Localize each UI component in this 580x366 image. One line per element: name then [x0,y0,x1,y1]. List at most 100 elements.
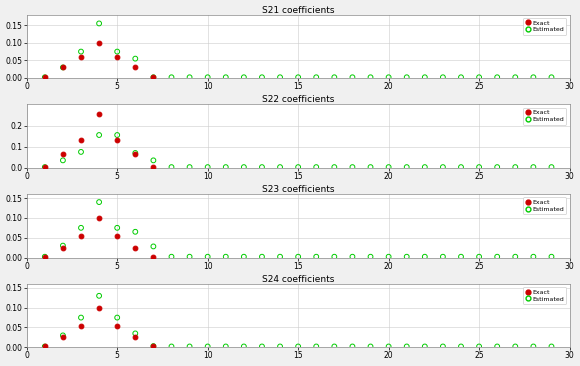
Point [438,344,448,350]
Point [95,132,104,138]
Point [203,164,212,170]
Point [113,137,122,143]
Point [366,164,375,170]
Point [95,305,104,311]
Point [366,344,375,350]
Point [130,245,140,251]
Point [77,149,86,155]
Point [77,137,86,143]
Point [276,344,285,350]
Point [329,164,339,170]
Point [58,64,67,70]
Point [40,74,49,80]
Point [276,254,285,259]
Point [258,344,267,350]
Point [203,74,212,80]
Point [474,254,484,259]
Point [474,344,484,350]
Point [329,344,339,350]
Point [113,315,122,321]
Point [167,164,176,170]
Point [547,254,556,259]
Point [95,20,104,26]
Point [258,164,267,170]
Title: S23 coefficients: S23 coefficients [262,185,335,194]
Point [185,164,194,170]
Point [58,335,67,340]
Point [221,254,230,259]
Point [113,54,122,60]
Point [366,254,375,259]
Point [167,344,176,350]
Point [130,56,140,61]
Point [40,254,49,259]
Point [203,254,212,259]
Point [203,344,212,350]
Point [348,164,357,170]
Point [113,322,122,328]
Point [456,164,466,170]
Point [420,164,429,170]
Point [221,164,230,170]
Point [293,254,303,259]
Point [456,344,466,350]
Point [185,344,194,350]
Point [529,164,538,170]
Point [510,344,520,350]
Point [402,254,411,259]
Point [58,245,67,251]
Point [221,344,230,350]
Point [420,74,429,80]
Point [130,335,140,340]
Point [293,74,303,80]
Point [311,254,321,259]
Point [276,74,285,80]
Point [77,315,86,321]
Point [40,344,49,350]
Point [113,225,122,231]
Point [384,74,393,80]
Point [40,164,49,170]
Point [77,233,86,239]
Point [492,254,502,259]
Point [547,344,556,350]
Legend: Exact, Estimated: Exact, Estimated [523,108,567,124]
Point [438,164,448,170]
Point [185,254,194,259]
Point [95,215,104,221]
Point [148,343,158,349]
Point [221,74,230,80]
Point [58,64,67,70]
Point [148,74,158,80]
Point [456,254,466,259]
Point [438,254,448,259]
Point [77,54,86,60]
Title: S22 coefficients: S22 coefficients [262,95,334,104]
Point [148,74,158,80]
Point [474,164,484,170]
Point [529,254,538,259]
Point [293,344,303,350]
Point [148,164,158,170]
Point [239,344,248,350]
Point [529,344,538,350]
Point [40,74,49,80]
Point [311,164,321,170]
Point [95,199,104,205]
Point [311,74,321,80]
Point [348,74,357,80]
Point [239,164,248,170]
Point [58,151,67,157]
Point [329,74,339,80]
Point [492,74,502,80]
Point [130,330,140,336]
Point [130,64,140,70]
Title: S24 coefficients: S24 coefficients [262,275,334,284]
Point [148,157,158,163]
Point [130,150,140,156]
Point [40,344,49,350]
Point [113,233,122,239]
Point [167,74,176,80]
Point [420,254,429,259]
Legend: Exact, Estimated: Exact, Estimated [523,18,567,35]
